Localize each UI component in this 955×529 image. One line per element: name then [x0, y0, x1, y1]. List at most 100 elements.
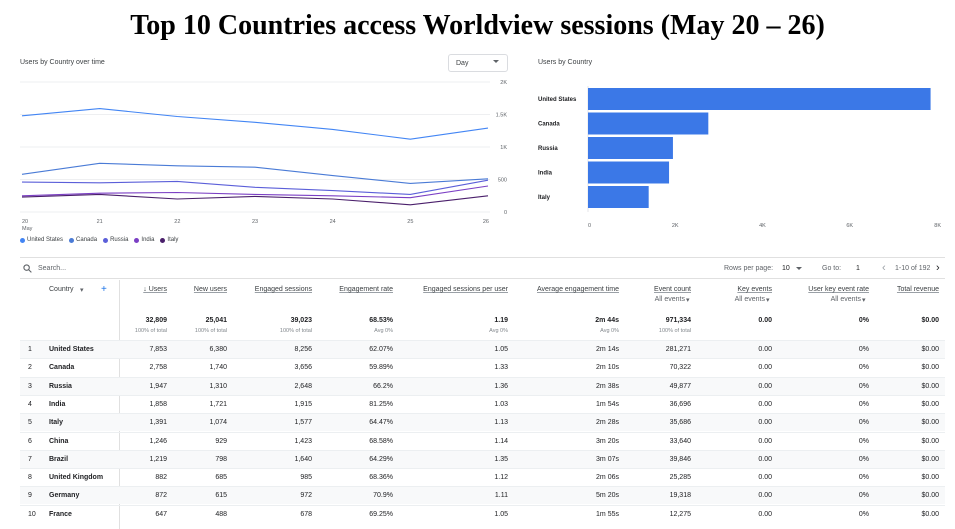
column-header-key-events[interactable]: Key events — [737, 286, 772, 293]
cell-users: 2,758 — [149, 364, 167, 372]
goto-input[interactable]: 1 — [856, 265, 860, 272]
cell-event-count: 12,275 — [669, 510, 691, 518]
column-header-event-count[interactable]: Event count — [654, 286, 691, 293]
caret-down-icon[interactable]: ▾ — [862, 297, 866, 304]
total-users-sub: 100% of total — [134, 328, 167, 334]
cell-event-count: 19,318 — [669, 492, 691, 500]
event-filter-user-key-event-rate[interactable]: All events — [830, 296, 861, 303]
x-tick-label: 21 — [97, 219, 103, 225]
caret-down-icon[interactable]: ▾ — [80, 287, 84, 294]
row-divider — [20, 340, 945, 341]
total-avg-engagement-time-sub: Avg 0% — [600, 328, 619, 334]
cell-engaged-sessions: 1,577 — [294, 419, 312, 427]
x-tick-label: 25 — [407, 219, 413, 225]
column-header-engaged-per-user[interactable]: Engaged sessions per user — [423, 286, 508, 293]
cell-engagement-rate: 64.47% — [369, 419, 393, 427]
row-divider — [20, 413, 945, 415]
row-divider — [20, 468, 945, 470]
legend-item[interactable]: United States — [20, 237, 63, 243]
page-title: Top 10 Countries access Worldview sessio… — [130, 10, 825, 41]
cell-avg-engagement-time: 5m 20s — [596, 492, 619, 500]
goto-label: Go to: — [822, 265, 842, 272]
legend-item[interactable]: Canada — [69, 237, 97, 243]
row-index: 8 — [28, 474, 32, 482]
cell-key-events: 0.00 — [758, 382, 772, 390]
cell-avg-engagement-time: 1m 54s — [596, 400, 619, 408]
table-row[interactable]: 2 Canada 2,758 1,740 3,656 59.89% 1.33 2m 10s 70… — [20, 359, 945, 376]
cell-engagement-rate: 81.25% — [369, 400, 393, 408]
search-input[interactable]: Search... — [38, 265, 67, 272]
row-index: 2 — [28, 364, 32, 372]
row-index: 5 — [28, 419, 32, 427]
cell-engaged-sessions: 3,656 — [294, 364, 312, 372]
table-row[interactable]: 5 Italy 1,391 1,074 1,577 64.47% 1.13 2m 28s 35,… — [20, 414, 945, 432]
cell-engagement-rate: 62.07% — [369, 346, 393, 353]
table-row[interactable]: 3 Russia 1,947 1,310 2,648 66.2% 1.36 2m 38s 49,… — [20, 377, 945, 395]
cell-engaged-per-user: 1.13 — [494, 419, 508, 427]
cell-key-events: 0.00 — [758, 455, 772, 463]
event-filter-event-count[interactable]: All events — [654, 296, 685, 303]
cell-total-revenue: $0.00 — [921, 492, 939, 500]
chevron-right-icon[interactable]: › — [936, 262, 940, 274]
x-tick-label: 22 — [174, 219, 180, 225]
column-header-new-users[interactable]: New users — [193, 286, 227, 293]
legend-label: Italy — [167, 237, 179, 243]
cell-new-users: 685 — [215, 474, 227, 482]
column-header-users[interactable]: ↓ Users — [143, 286, 167, 293]
cell-user-key-event-rate: 0% — [858, 510, 869, 518]
x-tick-label: 26 — [483, 219, 489, 225]
cell-total-revenue: $0.00 — [921, 364, 939, 372]
cell-event-count: 39,846 — [669, 455, 691, 463]
cell-engaged-per-user: 1.35 — [494, 455, 508, 463]
total-users: 32,809 — [145, 317, 167, 324]
legend-item[interactable]: Italy — [160, 237, 178, 243]
totals-row: 32,809 100% of total 25,041 100% of tota… — [20, 317, 945, 339]
table-row[interactable]: 8 United Kingdom 882 685 985 68.36% 1.12 2m 06s… — [20, 469, 945, 486]
cell-user-key-event-rate: 0% — [858, 474, 869, 482]
table-row[interactable]: 6 China 1,246 929 1,423 68.58% 1.14 3m 20s 33,64… — [20, 433, 945, 450]
line-chart-legend: United States Canada Russia India Italy — [20, 237, 178, 243]
legend-item[interactable]: Russia — [103, 237, 128, 243]
cell-engaged-per-user: 1.11 — [494, 492, 508, 500]
cell-avg-engagement-time: 3m 07s — [596, 455, 619, 463]
cell-user-key-event-rate: 0% — [858, 364, 869, 372]
cell-key-events: 0.00 — [758, 419, 772, 427]
column-header-avg-engagement-time[interactable]: Average engagement time — [537, 286, 619, 293]
granularity-select[interactable]: Day — [448, 54, 508, 72]
column-header-engagement-rate[interactable]: Engagement rate — [339, 286, 393, 293]
search-icon[interactable] — [23, 264, 32, 273]
table-row[interactable]: 9 Germany 872 615 972 70.9% 1.11 5m 20s 19,318 0.… — [20, 487, 945, 505]
rows-per-page-select[interactable]: 10 — [782, 265, 790, 272]
event-filter-key-events[interactable]: All events — [734, 296, 765, 303]
cell-event-count: 36,696 — [669, 400, 691, 408]
legend-item[interactable]: India — [134, 237, 154, 243]
row-index: 3 — [28, 382, 32, 390]
column-header-user-key-event-rate[interactable]: User key event rate — [808, 286, 869, 293]
caret-down-icon[interactable]: ▾ — [686, 297, 690, 304]
cell-users: 1,947 — [149, 382, 167, 390]
cell-event-count: 25,285 — [669, 474, 691, 482]
cell-new-users: 6,380 — [209, 346, 227, 353]
table-row[interactable]: 10 France 647 488 678 69.25% 1.05 1m 55s 12,275 0… — [20, 506, 945, 523]
row-index: 7 — [28, 455, 32, 463]
chevron-left-icon[interactable]: ‹ — [882, 262, 886, 274]
legend-dot-icon — [134, 237, 140, 243]
table-row[interactable]: 1 United States 7,853 6,380 8,256 62.07% 1.05 2… — [20, 341, 945, 358]
table-row[interactable]: 7 Brazil 1,219 798 1,640 64.29% 1.35 3m 07s 39,8… — [20, 450, 945, 468]
table-row[interactable]: 4 India 1,858 1,721 1,915 81.25% 1.03 1m 54s 36,… — [20, 396, 945, 413]
caret-down-icon[interactable] — [796, 267, 802, 270]
column-header-engaged-sessions[interactable]: Engaged sessions — [254, 286, 312, 293]
y-tick-label: 2K — [500, 80, 507, 86]
column-header-total-revenue[interactable]: Total revenue — [896, 286, 939, 293]
bar-united-states — [588, 88, 931, 110]
column-header-country[interactable]: Country — [49, 286, 74, 293]
cell-engaged-sessions: 2,648 — [294, 382, 312, 390]
cell-new-users: 798 — [215, 455, 227, 463]
y-tick-label: 500 — [498, 178, 507, 184]
x-tick-label: 8K — [934, 223, 941, 229]
cell-key-events: 0.00 — [758, 346, 772, 353]
caret-down-icon[interactable]: ▾ — [766, 297, 770, 304]
legend-label: India — [141, 237, 155, 243]
total-new-users-sub: 100% of total — [194, 328, 227, 334]
add-dimension-icon[interactable]: + — [101, 284, 107, 295]
